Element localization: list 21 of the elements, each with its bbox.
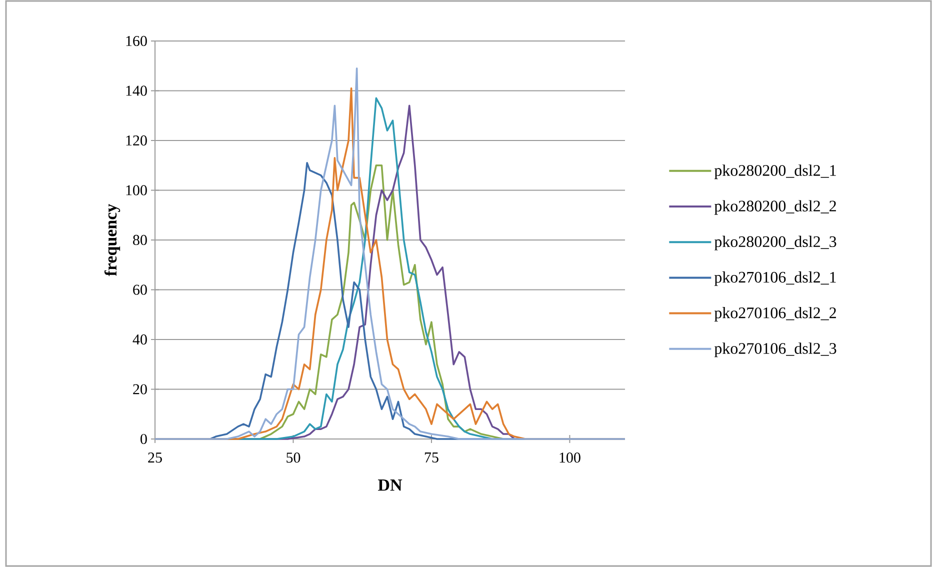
legend-label: pko280200_dsl2_1: [714, 164, 836, 180]
y-tick-label: 40: [132, 334, 147, 345]
y-axis-title: frequency: [104, 204, 120, 276]
x-tick-label: 50: [286, 452, 300, 463]
x-tick-label: 25: [148, 452, 162, 463]
y-tick-label: 60: [133, 284, 147, 295]
legend-label: pko270106_dsl2_1: [714, 271, 836, 286]
y-tick-label: 160: [126, 36, 147, 46]
legend-label: pko270106_dsl2_3: [714, 342, 836, 358]
x-tick-label: 75: [424, 452, 438, 462]
x-tick-label: 100: [560, 452, 580, 463]
y-tick-label: 120: [126, 135, 147, 146]
y-tick-label: 20: [133, 384, 147, 394]
y-tick-label: 0: [140, 434, 147, 444]
legend-label: pko280200_dsl2_3: [714, 236, 836, 250]
legend-label: pko280200_dsl2_2: [714, 200, 836, 215]
y-tick-label: 140: [126, 86, 147, 96]
y-tick-label: 80: [133, 234, 147, 246]
x-axis-title: DN: [378, 480, 402, 491]
y-tick-label: 100: [126, 185, 147, 196]
legend-label: pko270106_dsl2_2: [714, 307, 836, 322]
